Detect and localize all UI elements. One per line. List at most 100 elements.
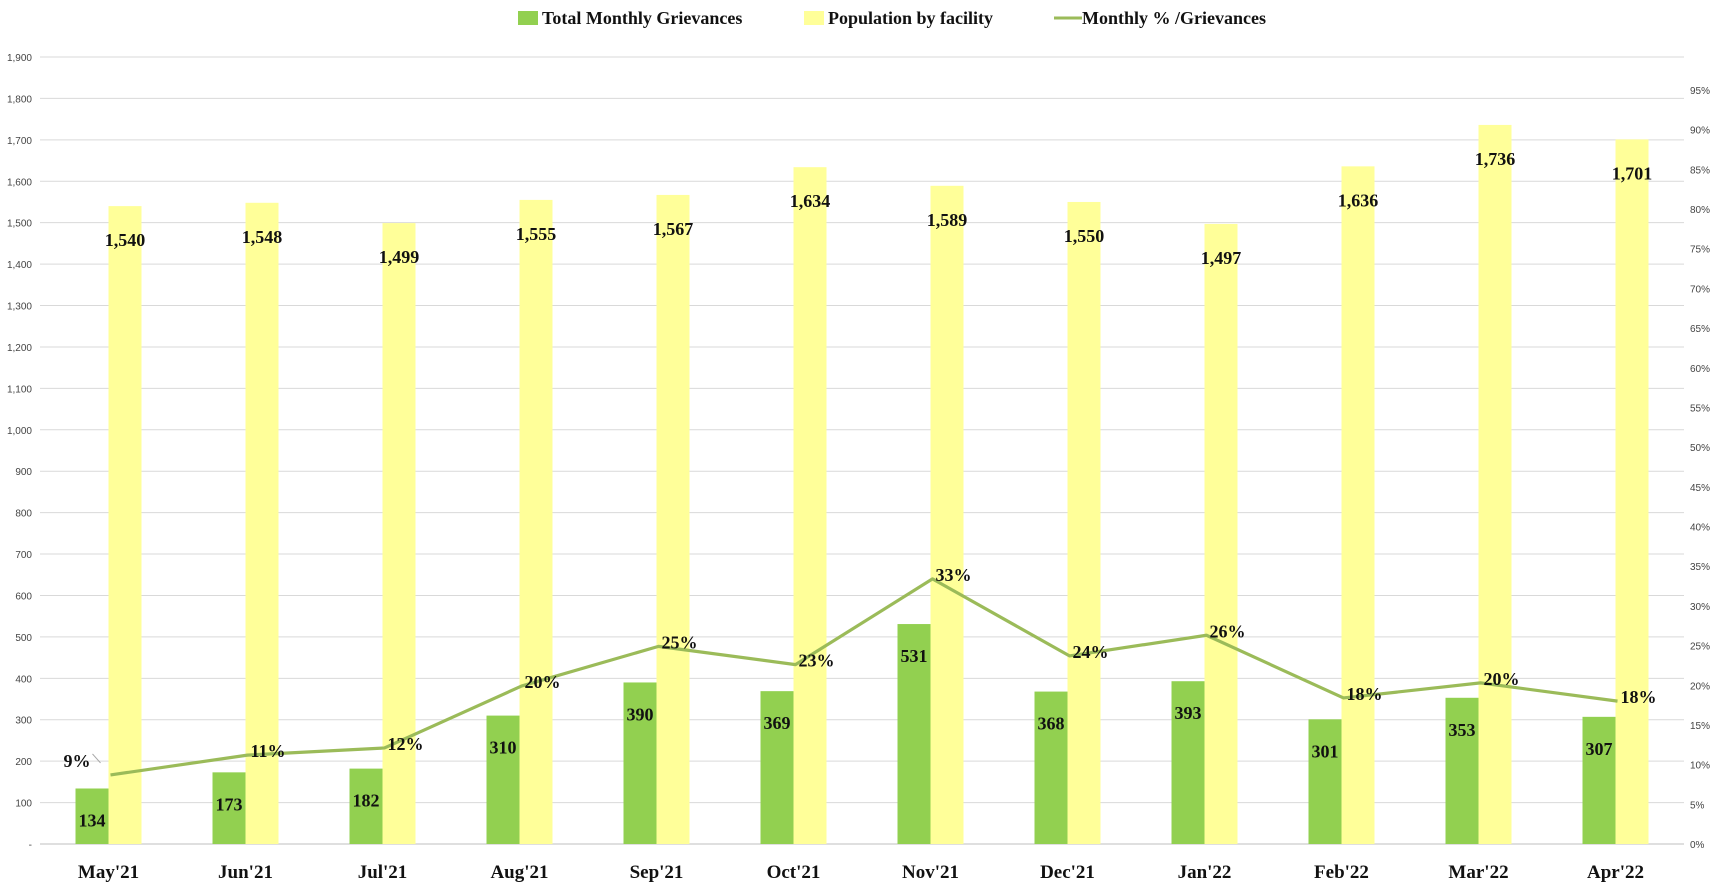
legend-label: Monthly % /Grievances bbox=[1082, 8, 1266, 28]
grievances-bar bbox=[75, 788, 109, 844]
grievances-data-label: 353 bbox=[1449, 720, 1476, 740]
y-tick-label: 500 bbox=[15, 633, 32, 644]
legend-swatch bbox=[804, 11, 824, 25]
grievances-data-label: 531 bbox=[901, 646, 928, 666]
population-bar bbox=[245, 202, 279, 844]
population-data-label: 1,548 bbox=[242, 227, 283, 247]
y2-tick-label: 95% bbox=[1690, 86, 1710, 97]
grievances-data-label: 307 bbox=[1586, 739, 1613, 759]
x-tick-label: Oct'21 bbox=[767, 862, 821, 883]
y2-tick-label: 45% bbox=[1690, 483, 1710, 494]
y-tick-label: 1,600 bbox=[7, 177, 32, 188]
grievances-bar bbox=[760, 691, 794, 844]
x-tick-label: Jan'22 bbox=[1178, 862, 1232, 883]
population-data-label: 1,736 bbox=[1475, 149, 1516, 169]
population-data-label: 1,636 bbox=[1338, 190, 1379, 210]
percent-data-label: 9% bbox=[64, 751, 91, 771]
population-bar bbox=[519, 199, 553, 844]
y2-tick-label: 40% bbox=[1690, 523, 1710, 534]
y-tick-label: 200 bbox=[15, 757, 32, 768]
y-tick-label: - bbox=[29, 840, 32, 851]
y2-tick-label: 55% bbox=[1690, 403, 1710, 414]
grievances-bar bbox=[1445, 697, 1479, 844]
x-tick-label: Jul'21 bbox=[358, 862, 408, 883]
x-tick-label: Feb'22 bbox=[1314, 862, 1369, 883]
population-bar bbox=[1067, 201, 1101, 844]
y-tick-label: 1,000 bbox=[7, 426, 32, 437]
percent-data-label: 12% bbox=[388, 734, 424, 754]
x-tick-label: Nov'21 bbox=[902, 862, 959, 883]
population-bar bbox=[1204, 223, 1238, 844]
grievances-bar bbox=[1034, 691, 1068, 844]
population-bar bbox=[1341, 166, 1375, 845]
y2-tick-label: 80% bbox=[1690, 205, 1710, 216]
y-tick-label: 1,900 bbox=[7, 53, 32, 64]
percent-data-label: 11% bbox=[251, 741, 286, 761]
grievances-bar bbox=[349, 768, 383, 844]
y-tick-label: 100 bbox=[15, 799, 32, 810]
population-bar bbox=[930, 185, 964, 845]
y-tick-label: 1,300 bbox=[7, 302, 32, 313]
percent-line bbox=[110, 577, 1618, 777]
population-data-label: 1,550 bbox=[1064, 226, 1105, 246]
y2-tick-label: 25% bbox=[1690, 642, 1710, 653]
grievances-bar bbox=[1582, 716, 1616, 844]
x-tick-label: Aug'21 bbox=[490, 862, 548, 883]
population-data-label: 1,634 bbox=[790, 191, 831, 211]
y-tick-label: 1,500 bbox=[7, 219, 32, 230]
grievances-data-label: 134 bbox=[79, 810, 106, 830]
y-tick-label: 1,400 bbox=[7, 260, 32, 271]
population-data-label: 1,701 bbox=[1612, 163, 1653, 183]
x-tick-label: Jun'21 bbox=[218, 862, 273, 883]
x-tick-label: Sep'21 bbox=[630, 862, 684, 883]
y2-tick-label: 85% bbox=[1690, 165, 1710, 176]
percent-data-label: 20% bbox=[525, 672, 561, 692]
population-data-label: 1,567 bbox=[653, 219, 694, 239]
y-tick-label: 800 bbox=[15, 509, 32, 520]
y-tick-label: 900 bbox=[15, 467, 32, 478]
y-tick-label: 700 bbox=[15, 550, 32, 561]
bars-group bbox=[75, 124, 1649, 845]
y-tick-label: 1,700 bbox=[7, 136, 32, 147]
x-axis: May'21 Jun'21 Jul'21 Aug'21 Sep'21 Oct'21 Nov'… bbox=[78, 862, 1644, 883]
population-bar bbox=[656, 194, 690, 844]
percent-data-label: 33% bbox=[936, 565, 972, 585]
grievances-bar bbox=[212, 772, 246, 844]
percent-data-label: 26% bbox=[1210, 621, 1246, 641]
y-tick-label: 1,800 bbox=[7, 94, 32, 105]
right-axis: 0% 5% 10% 15% 20% 25% 30% 35% 40% 45% 50% 55% 60% 65%… bbox=[1690, 86, 1710, 851]
population-data-label: 1,499 bbox=[379, 247, 420, 267]
grievances-data-label: 390 bbox=[627, 704, 654, 724]
population-bar bbox=[1478, 124, 1512, 844]
y-tick-label: 1,200 bbox=[7, 343, 32, 354]
x-tick-label: May'21 bbox=[78, 862, 139, 883]
legend-label: Total Monthly Grievances bbox=[542, 8, 742, 28]
left-axis: - 100 200 300 400 500 600 700 800 900 1,000 1,100 1,… bbox=[7, 53, 32, 851]
legend: Total Monthly Grievances Population by fa… bbox=[518, 8, 1266, 28]
population-bar bbox=[108, 206, 142, 844]
y2-tick-label: 35% bbox=[1690, 562, 1710, 573]
grievances-bar bbox=[623, 682, 657, 844]
percent-data-label: 18% bbox=[1621, 687, 1657, 707]
y2-tick-label: 65% bbox=[1690, 324, 1710, 335]
percent-data-label: 24% bbox=[1073, 642, 1109, 662]
grievances-bar bbox=[897, 624, 931, 844]
line-series-group bbox=[92, 577, 1618, 777]
grievances-bar bbox=[1308, 719, 1342, 844]
y2-tick-label: 50% bbox=[1690, 443, 1710, 454]
percent-data-label: 23% bbox=[799, 651, 835, 671]
grievances-data-label: 182 bbox=[353, 791, 380, 811]
population-data-label: 1,555 bbox=[516, 224, 557, 244]
grievances-data-label: 393 bbox=[1175, 703, 1202, 723]
y2-tick-label: 90% bbox=[1690, 126, 1710, 137]
y-tick-label: 1,100 bbox=[7, 384, 32, 395]
y2-tick-label: 30% bbox=[1690, 602, 1710, 613]
y2-tick-label: 75% bbox=[1690, 245, 1710, 256]
leader-line bbox=[92, 753, 101, 764]
population-data-label: 1,540 bbox=[105, 230, 146, 250]
grievances-data-label: 310 bbox=[490, 738, 517, 758]
y2-tick-label: 60% bbox=[1690, 364, 1710, 375]
percent-data-label: 18% bbox=[1347, 684, 1383, 704]
y2-tick-label: 5% bbox=[1690, 800, 1705, 811]
